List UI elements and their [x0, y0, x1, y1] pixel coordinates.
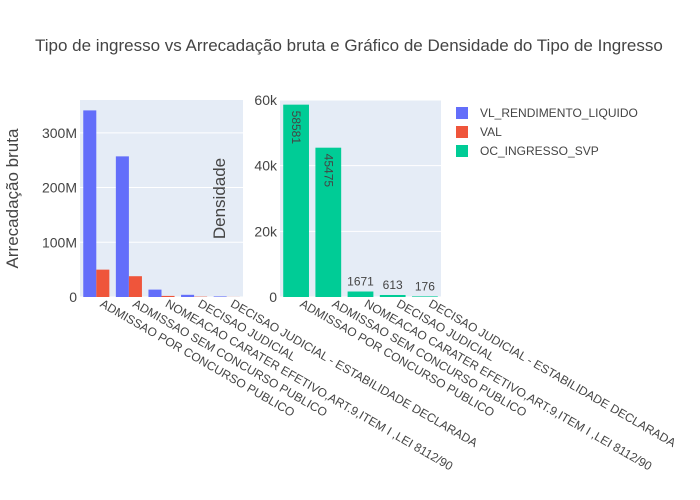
bar[interactable]	[214, 296, 227, 297]
y-tick-label: 200M	[42, 180, 77, 196]
bar[interactable]	[83, 110, 96, 297]
bar[interactable]	[148, 290, 161, 297]
legend-label: VL_RENDIMENTO_LIQUIDO	[480, 106, 638, 120]
data-label: 1671	[347, 275, 374, 289]
y-tick-label: 100M	[42, 234, 77, 250]
bar[interactable]	[116, 156, 129, 297]
y-axis-title: Densidade	[210, 158, 229, 239]
legend-item[interactable]: VAL	[456, 125, 502, 139]
data-label: 58581	[289, 111, 303, 145]
legend-swatch	[456, 145, 468, 157]
data-label: 613	[383, 278, 403, 292]
legend: VL_RENDIMENTO_LIQUIDO VAL OC_INGRESSO_SVP	[456, 106, 638, 158]
y-tick-label: 0	[69, 289, 77, 305]
y-tick-label: 300M	[42, 125, 77, 141]
y-tick-label: 40k	[254, 158, 278, 174]
bar[interactable]	[96, 270, 109, 297]
legend-item[interactable]: OC_INGRESSO_SVP	[456, 144, 599, 158]
chart-title: Tipo de ingresso vs Arrecadação bruta e …	[35, 36, 663, 55]
bar[interactable]	[129, 276, 142, 297]
legend-label: OC_INGRESSO_SVP	[480, 144, 599, 158]
legend-item[interactable]: VL_RENDIMENTO_LIQUIDO	[456, 106, 638, 120]
legend-swatch	[456, 107, 468, 119]
legend-swatch	[456, 126, 468, 138]
data-label: 176	[415, 279, 435, 293]
bar[interactable]	[181, 295, 194, 297]
data-label: 45475	[321, 154, 335, 188]
y-tick-label: 20k	[254, 223, 278, 239]
y-tick-label: 60k	[254, 92, 278, 108]
legend-label: VAL	[480, 125, 502, 139]
y-tick-label: 0	[269, 289, 277, 305]
y-axis-title: Arrecadação bruta	[3, 128, 22, 268]
